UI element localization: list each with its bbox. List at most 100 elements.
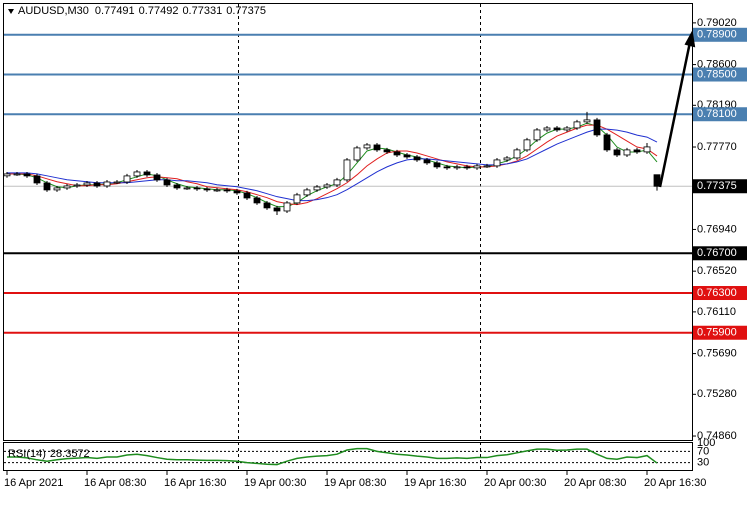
candle-body: [63, 185, 71, 189]
candle-body: [473, 165, 481, 169]
level-label: 0.78100: [697, 108, 737, 120]
level-label: 0.76700: [697, 247, 737, 259]
candle-body: [73, 184, 81, 187]
main-frame: [3, 3, 693, 441]
candle-body: [83, 182, 91, 186]
level-label: 0.76300: [697, 287, 737, 299]
rsi-line: [7, 447, 658, 466]
candle-body: [553, 127, 561, 131]
moving-average: [7, 124, 658, 206]
x-tick-label: 16 Apr 08:30: [84, 477, 146, 489]
level-label: 0.78900: [697, 29, 737, 41]
candle-body: [153, 174, 161, 181]
x-tick-label: 19 Apr 16:30: [404, 477, 466, 489]
candle-body: [313, 186, 321, 191]
y-tick-label: 0.75690: [697, 348, 737, 360]
candle-body: [303, 189, 311, 196]
candle-body: [43, 182, 51, 191]
rsi-value: 28.3572: [50, 448, 90, 460]
x-tick-label: 19 Apr 08:30: [324, 477, 386, 489]
candle-body: [243, 192, 251, 199]
candle-body: [323, 184, 331, 188]
candle-body: [233, 190, 241, 194]
candle-body: [13, 173, 21, 176]
x-tick-label: 16 Apr 2021: [4, 477, 63, 489]
high-value: 0.77492: [139, 5, 179, 17]
candle-body: [23, 173, 31, 177]
level-label-box: [693, 325, 747, 340]
candle-body: [3, 173, 11, 177]
candle-body: [223, 189, 231, 192]
candle-body: [413, 156, 421, 161]
candle-body: [343, 159, 351, 181]
close-value: 0.77375: [226, 5, 266, 17]
level-label-box: [693, 246, 747, 261]
candle-body: [203, 188, 211, 191]
candle-body: [393, 151, 401, 156]
y-tick-label: 0.76520: [697, 265, 737, 277]
candle-body: [383, 149, 391, 153]
candle-body: [273, 207, 281, 212]
symbol: AUDUSD,M30: [18, 5, 89, 17]
candle-body: [493, 159, 501, 167]
x-tick-label: 19 Apr 00:30: [244, 477, 306, 489]
candle-body: [583, 119, 591, 123]
candle-body: [463, 166, 471, 169]
x-tick-label: 20 Apr 08:30: [564, 477, 626, 489]
x-tick-label: 20 Apr 00:30: [484, 477, 546, 489]
rsi-label: RSI(14) 28.3572: [8, 448, 90, 460]
candle-body: [523, 139, 531, 151]
candle-body: [103, 181, 111, 187]
candle-body: [363, 144, 371, 149]
current-price-box: [693, 179, 747, 194]
candle-body: [133, 171, 141, 177]
level-label-box: [693, 107, 747, 122]
level-label: 0.75900: [697, 327, 737, 339]
y-tick-label: 0.74860: [697, 430, 737, 442]
candle-body: [173, 184, 181, 189]
y-tick-label: 0.76940: [697, 223, 737, 235]
candle-body: [113, 181, 121, 184]
candle-body: [263, 202, 271, 209]
candle-body: [253, 197, 261, 204]
rsi-tick-label: 30: [697, 457, 709, 469]
candle-body: [623, 149, 631, 156]
candle-body: [573, 121, 581, 129]
candle-body: [653, 174, 661, 187]
y-tick-label: 0.77770: [697, 141, 737, 153]
candle-body: [293, 194, 301, 204]
y-tick-label: 0.78600: [697, 58, 737, 70]
header: AUDUSD,M30 0.77491 0.77492 0.77331 0.77375: [18, 5, 266, 17]
candle-body: [53, 187, 61, 191]
candle-body: [123, 175, 131, 183]
candle-body: [643, 146, 651, 153]
y-tick-label: 0.79020: [697, 17, 737, 29]
candle-body: [633, 149, 641, 153]
candle-body: [443, 166, 451, 169]
candle-body: [513, 149, 521, 159]
rsi-tick-label: 100: [697, 437, 715, 449]
level-label: 0.78500: [697, 68, 737, 80]
arrow-shaft: [658, 41, 692, 188]
level-label-box: [693, 27, 747, 42]
rsi-name: RSI(14): [8, 448, 46, 460]
rsi-frame: [3, 442, 693, 471]
candle-body: [533, 129, 541, 141]
candle-body: [33, 175, 41, 184]
candle-body: [403, 154, 411, 158]
candle-body: [603, 134, 611, 151]
candle-body: [423, 159, 431, 164]
candle-body: [433, 162, 441, 168]
rsi-tick-label: 70: [697, 445, 709, 457]
x-tick-label: 20 Apr 16:30: [644, 477, 706, 489]
candle-body: [283, 202, 291, 212]
candle-body: [483, 165, 491, 168]
menu-triangle: [8, 9, 14, 14]
candle-body: [143, 171, 151, 176]
level-label-box: [693, 67, 747, 82]
candle-body: [193, 187, 201, 190]
candle-body: [163, 179, 171, 186]
candle-body: [613, 149, 621, 156]
